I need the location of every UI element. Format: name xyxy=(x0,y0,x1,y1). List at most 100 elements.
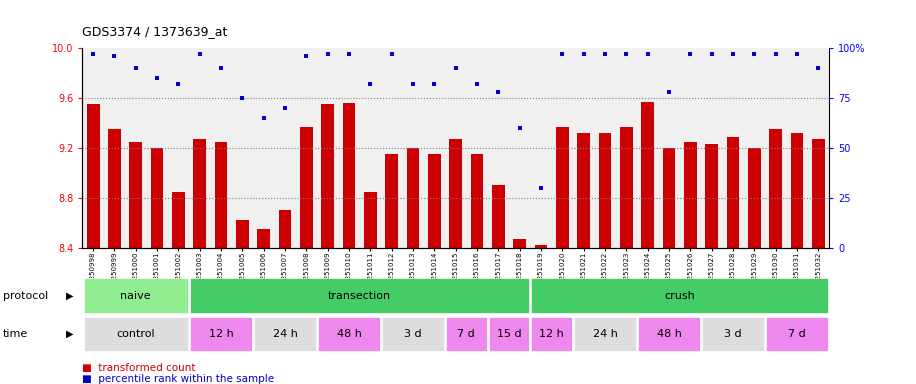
Point xyxy=(385,51,399,57)
Point xyxy=(534,185,549,191)
Point xyxy=(811,65,825,71)
Bar xyxy=(87,104,100,248)
Text: 7 d: 7 d xyxy=(788,329,806,339)
Bar xyxy=(791,133,803,248)
Point xyxy=(555,51,570,57)
Text: 3 d: 3 d xyxy=(404,329,422,339)
Point xyxy=(747,51,761,57)
Bar xyxy=(322,104,334,248)
Bar xyxy=(191,278,529,313)
Text: control: control xyxy=(116,329,155,339)
Point xyxy=(299,53,313,59)
Bar xyxy=(83,278,188,313)
Bar xyxy=(471,154,484,248)
Point xyxy=(448,65,463,71)
Text: transection: transection xyxy=(328,291,391,301)
Point xyxy=(406,81,420,87)
Bar xyxy=(726,137,739,248)
Bar xyxy=(531,278,828,313)
Bar xyxy=(641,102,654,248)
Text: 24 h: 24 h xyxy=(593,329,617,339)
Bar xyxy=(83,317,188,351)
Bar xyxy=(236,220,249,248)
Bar xyxy=(577,133,590,248)
Text: protocol: protocol xyxy=(3,291,48,301)
Bar xyxy=(638,317,700,351)
Text: 12 h: 12 h xyxy=(209,329,234,339)
Text: ■  transformed count: ■ transformed count xyxy=(82,363,196,373)
Text: time: time xyxy=(3,329,28,339)
Bar xyxy=(407,148,420,248)
Bar xyxy=(662,148,675,248)
Point xyxy=(235,95,250,101)
Point xyxy=(363,81,377,87)
Point xyxy=(704,51,719,57)
Bar xyxy=(702,317,764,351)
Bar xyxy=(705,144,718,248)
Point xyxy=(321,51,335,57)
Point xyxy=(213,65,228,71)
Point xyxy=(278,105,292,111)
Bar xyxy=(386,154,398,248)
Bar xyxy=(574,317,636,351)
Bar xyxy=(254,317,316,351)
Point xyxy=(149,75,165,81)
Bar xyxy=(193,139,206,248)
Text: 24 h: 24 h xyxy=(273,329,298,339)
Text: ▶: ▶ xyxy=(66,329,73,339)
Point xyxy=(342,51,356,57)
Text: 48 h: 48 h xyxy=(657,329,682,339)
Bar xyxy=(214,142,227,248)
Text: ■  percentile rank within the sample: ■ percentile rank within the sample xyxy=(82,374,275,384)
Point xyxy=(192,51,207,57)
Bar xyxy=(450,139,462,248)
Point xyxy=(769,51,783,57)
Bar xyxy=(382,317,444,351)
Point xyxy=(661,89,676,95)
Bar xyxy=(151,148,163,248)
Point xyxy=(683,51,698,57)
Point xyxy=(725,51,740,57)
Text: 48 h: 48 h xyxy=(336,329,362,339)
Bar xyxy=(300,127,312,248)
Text: GDS3374 / 1373639_at: GDS3374 / 1373639_at xyxy=(82,25,228,38)
Bar xyxy=(108,129,121,248)
Bar xyxy=(556,127,569,248)
Point xyxy=(427,81,442,87)
Bar xyxy=(531,317,572,351)
Point xyxy=(107,53,122,59)
Bar xyxy=(684,142,697,248)
Point xyxy=(128,65,143,71)
Point xyxy=(597,51,612,57)
Text: ▶: ▶ xyxy=(66,291,73,301)
Bar xyxy=(364,192,376,248)
Point xyxy=(171,81,186,87)
Point xyxy=(256,115,271,121)
Bar xyxy=(599,133,611,248)
Text: 3 d: 3 d xyxy=(725,329,742,339)
Bar xyxy=(513,239,526,248)
Point xyxy=(512,125,527,131)
Bar xyxy=(769,129,782,248)
Bar xyxy=(428,154,441,248)
Bar xyxy=(446,317,486,351)
Bar xyxy=(257,229,270,248)
Text: 7 d: 7 d xyxy=(457,329,475,339)
Bar xyxy=(318,317,380,351)
Point xyxy=(86,51,101,57)
Bar xyxy=(129,142,142,248)
Bar xyxy=(492,185,505,248)
Bar xyxy=(766,317,828,351)
Bar xyxy=(191,317,252,351)
Text: 12 h: 12 h xyxy=(540,329,564,339)
Point xyxy=(470,81,485,87)
Point xyxy=(640,51,655,57)
Point xyxy=(491,89,506,95)
Bar xyxy=(343,103,355,248)
Bar xyxy=(489,317,529,351)
Text: crush: crush xyxy=(664,291,695,301)
Bar xyxy=(172,192,185,248)
Bar xyxy=(535,245,548,248)
Bar xyxy=(748,148,760,248)
Text: naive: naive xyxy=(120,291,151,301)
